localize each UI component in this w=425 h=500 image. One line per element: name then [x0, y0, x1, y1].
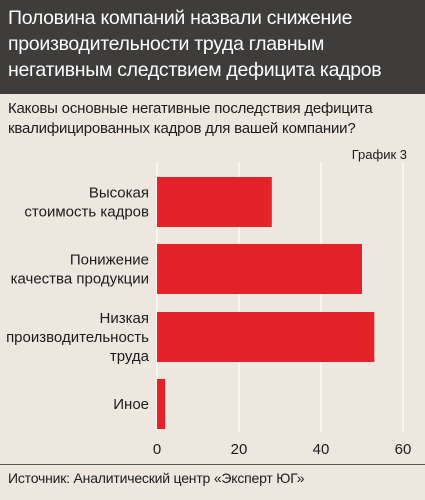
bar [157, 312, 375, 362]
x-tick-label: 20 [231, 441, 248, 458]
category-labels: Высокая стоимость кадров Понижение качества… [6, 185, 150, 414]
header: Половина компаний назвали снижение произ… [0, 0, 425, 94]
x-tick-label: 40 [313, 441, 330, 458]
source-text: Источник: Аналитический центр «Эксперт Ю… [8, 470, 305, 486]
headline: Половина компаний назвали снижение произ… [8, 7, 382, 81]
chart-question: Каковы основные негативные последствия д… [8, 100, 373, 137]
bar [157, 177, 272, 227]
x-tick-label: 60 [395, 441, 412, 458]
bar [157, 379, 166, 429]
x-axis-ticks: 0 20 40 60 [153, 441, 412, 458]
chart-number: График 3 [351, 147, 407, 162]
category-label: Иное [113, 396, 149, 413]
category-label: Понижение качества продукции [11, 252, 149, 288]
source-footer: Источник: Аналитический центр «Эксперт Ю… [0, 464, 425, 500]
bar [157, 244, 362, 294]
bar-chart: Высокая стоимость кадров Понижение качества… [6, 162, 412, 458]
x-tick-label: 0 [153, 441, 161, 458]
category-label: Высокая стоимость кадров [24, 185, 149, 221]
category-label: Низкая производительность труда [6, 310, 150, 365]
bars [157, 177, 375, 429]
